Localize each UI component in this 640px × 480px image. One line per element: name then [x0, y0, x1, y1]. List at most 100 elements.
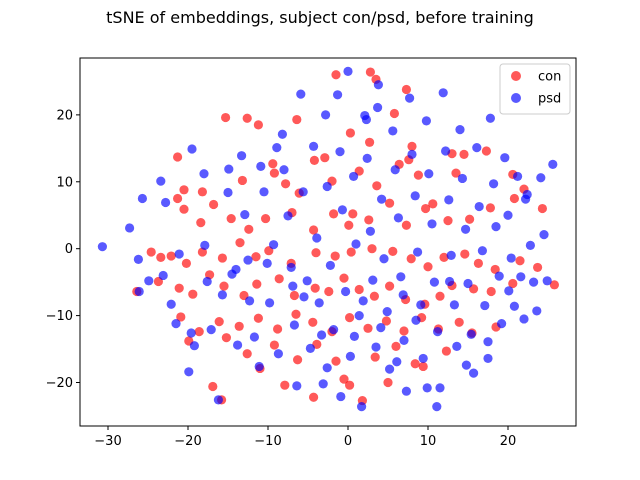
point-con-110	[308, 317, 318, 327]
plot-frame	[79, 57, 577, 427]
point-con-114	[381, 316, 391, 326]
point-psd-87	[441, 146, 451, 156]
point-psd-45	[322, 181, 332, 192]
point-psd-36	[296, 89, 306, 99]
point-con-17	[481, 146, 491, 156]
point-con-127	[331, 356, 341, 366]
point-con-12	[309, 155, 319, 165]
point-psd-74	[405, 93, 415, 103]
point-psd-22	[243, 255, 253, 265]
point-con-135	[280, 380, 290, 390]
point-psd-7	[158, 270, 168, 281]
point-con-3	[331, 70, 341, 80]
point-con-109	[291, 309, 301, 319]
point-psd-56	[354, 311, 364, 321]
point-psd-151	[504, 286, 514, 296]
point-con-52	[485, 203, 495, 213]
legend-marker-psd	[511, 93, 521, 103]
point-con-73	[439, 252, 449, 262]
point-con-77	[515, 256, 525, 266]
point-con-39	[261, 213, 271, 224]
points-layer	[97, 66, 560, 412]
point-psd-72	[399, 335, 409, 345]
point-psd-133	[398, 290, 408, 300]
point-con-0	[173, 152, 183, 162]
point-con-55	[537, 203, 548, 214]
point-con-58	[166, 251, 176, 261]
point-psd-101	[480, 300, 490, 311]
point-con-94	[369, 291, 379, 301]
point-con-63	[251, 252, 261, 262]
point-con-23	[269, 168, 279, 178]
point-con-13	[320, 153, 330, 163]
point-psd-8	[166, 299, 176, 309]
point-psd-55	[351, 239, 361, 249]
point-con-107	[253, 313, 263, 323]
point-con-31	[413, 170, 423, 180]
point-con-70	[388, 246, 398, 256]
point-psd-51	[341, 286, 351, 297]
point-psd-84	[433, 327, 443, 337]
point-psd-4	[144, 276, 154, 286]
point-con-112	[345, 313, 355, 323]
point-psd-116	[525, 240, 536, 250]
point-psd-17	[217, 290, 227, 300]
point-psd-100	[477, 246, 487, 256]
point-psd-80	[421, 116, 431, 126]
point-psd-110	[506, 253, 516, 263]
point-con-71	[406, 254, 416, 264]
point-psd-6	[161, 197, 171, 208]
point-psd-48	[333, 90, 343, 100]
point-con-128	[370, 352, 380, 362]
point-con-130	[410, 359, 420, 369]
point-psd-63	[373, 80, 383, 90]
point-con-102	[508, 278, 518, 289]
point-con-115	[399, 326, 409, 336]
point-con-11	[268, 159, 278, 169]
point-con-68	[346, 247, 356, 257]
point-con-104	[194, 327, 204, 337]
point-psd-66	[382, 306, 392, 317]
point-psd-44	[321, 110, 331, 120]
point-psd-103	[485, 113, 495, 123]
chart-title: tSNE of embeddings, subject con/psd, bef…	[106, 8, 534, 27]
y-tick-label: 20	[56, 108, 73, 123]
point-con-19	[179, 185, 189, 195]
point-con-108	[273, 324, 283, 334]
point-con-22	[237, 175, 247, 186]
point-psd-31	[279, 165, 289, 175]
point-psd-85	[435, 383, 445, 393]
point-psd-41	[312, 233, 322, 243]
point-psd-86	[438, 88, 448, 98]
point-con-83	[188, 289, 198, 299]
point-psd-25	[254, 361, 264, 372]
point-psd-61	[368, 275, 378, 285]
point-psd-124	[200, 240, 210, 250]
point-psd-149	[373, 102, 383, 113]
point-psd-68	[388, 126, 398, 136]
point-con-131	[441, 346, 451, 356]
point-con-50	[443, 215, 453, 226]
point-con-49	[428, 199, 438, 209]
point-psd-142	[361, 114, 371, 125]
point-psd-43	[318, 379, 328, 389]
point-con-105	[214, 317, 224, 327]
point-psd-32	[283, 211, 293, 221]
point-psd-127	[269, 240, 279, 250]
x-tick-label: 0	[344, 434, 352, 449]
point-con-85	[219, 281, 229, 291]
point-con-138	[345, 380, 355, 390]
point-psd-34	[289, 320, 299, 330]
point-psd-9	[171, 319, 181, 329]
point-con-7	[221, 112, 231, 123]
point-psd-114	[519, 314, 529, 324]
point-psd-1	[125, 223, 135, 233]
point-con-56	[146, 247, 156, 257]
point-con-69	[367, 244, 377, 254]
point-con-61	[217, 253, 227, 263]
point-con-44	[348, 209, 358, 219]
point-psd-0	[97, 242, 107, 252]
point-psd-150	[461, 360, 471, 370]
point-psd-30	[273, 349, 283, 359]
point-psd-152	[521, 194, 531, 204]
